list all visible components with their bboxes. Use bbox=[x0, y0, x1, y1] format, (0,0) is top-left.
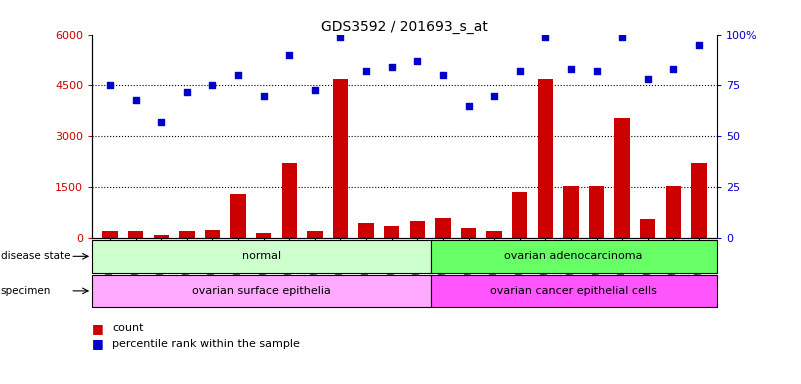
Bar bbox=[431, 275, 717, 307]
Bar bbox=[282, 164, 297, 238]
Bar bbox=[332, 79, 348, 238]
Point bbox=[334, 33, 347, 40]
Bar bbox=[103, 231, 118, 238]
Point bbox=[103, 83, 116, 89]
Bar bbox=[486, 231, 501, 238]
Point bbox=[411, 58, 424, 64]
Bar bbox=[205, 230, 220, 238]
Text: ■: ■ bbox=[92, 337, 104, 350]
Title: GDS3592 / 201693_s_at: GDS3592 / 201693_s_at bbox=[321, 20, 488, 33]
Bar bbox=[384, 226, 400, 238]
Point bbox=[360, 68, 372, 74]
Point bbox=[283, 52, 296, 58]
Point bbox=[385, 64, 398, 70]
Bar bbox=[614, 118, 630, 238]
Point bbox=[257, 93, 270, 99]
Point bbox=[437, 72, 449, 78]
Bar bbox=[92, 240, 431, 273]
Text: normal: normal bbox=[242, 251, 281, 262]
Point bbox=[693, 42, 706, 48]
Point bbox=[539, 33, 552, 40]
Point bbox=[590, 68, 603, 74]
Point bbox=[642, 76, 654, 83]
Bar bbox=[563, 185, 578, 238]
Bar bbox=[154, 235, 169, 238]
Point bbox=[206, 83, 219, 89]
Text: disease state: disease state bbox=[1, 251, 70, 262]
Bar bbox=[358, 223, 374, 238]
Bar bbox=[691, 164, 706, 238]
Point bbox=[513, 68, 526, 74]
Text: count: count bbox=[112, 323, 143, 333]
Text: percentile rank within the sample: percentile rank within the sample bbox=[112, 339, 300, 349]
Point bbox=[231, 72, 244, 78]
Bar bbox=[640, 219, 655, 238]
Text: ovarian surface epithelia: ovarian surface epithelia bbox=[192, 286, 331, 296]
Bar bbox=[308, 231, 323, 238]
Bar bbox=[461, 228, 477, 238]
Point bbox=[667, 66, 680, 72]
Point bbox=[308, 86, 321, 93]
Bar bbox=[666, 185, 681, 238]
Bar bbox=[431, 240, 717, 273]
Bar bbox=[128, 231, 143, 238]
Text: ■: ■ bbox=[92, 322, 104, 335]
Bar bbox=[435, 218, 451, 238]
Point bbox=[155, 119, 167, 125]
Point bbox=[616, 33, 629, 40]
Bar bbox=[409, 221, 425, 238]
Text: ovarian adenocarcinoma: ovarian adenocarcinoma bbox=[505, 251, 643, 262]
Bar bbox=[537, 79, 553, 238]
Point bbox=[180, 88, 193, 94]
Point bbox=[462, 103, 475, 109]
Bar bbox=[512, 192, 527, 238]
Bar bbox=[179, 231, 195, 238]
Bar bbox=[231, 194, 246, 238]
Point bbox=[565, 66, 578, 72]
Bar bbox=[92, 275, 431, 307]
Point bbox=[129, 97, 142, 103]
Text: specimen: specimen bbox=[1, 286, 51, 296]
Text: ovarian cancer epithelial cells: ovarian cancer epithelial cells bbox=[490, 286, 657, 296]
Bar bbox=[589, 185, 604, 238]
Bar bbox=[256, 233, 272, 238]
Point bbox=[488, 93, 501, 99]
